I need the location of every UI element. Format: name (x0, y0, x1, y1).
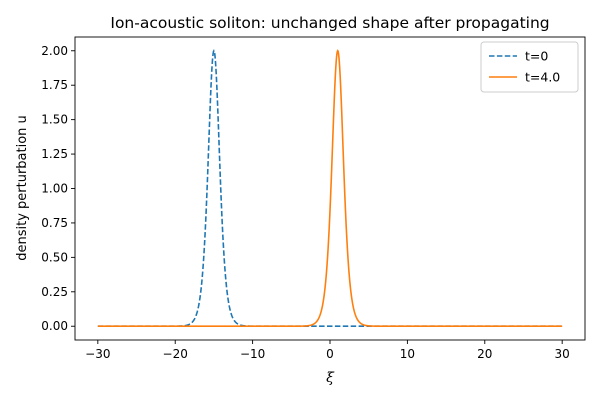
x-tick-label: 0 (326, 347, 334, 361)
series-line-1 (97, 49, 563, 328)
y-tick-label: 1.75 (41, 78, 68, 92)
x-axis-label: ξ (326, 370, 335, 386)
series-line-2 (97, 49, 563, 328)
y-tick-label: 0.50 (41, 250, 68, 264)
y-tick-label: 0.25 (41, 285, 68, 299)
x-tick-label: 20 (477, 347, 492, 361)
x-tick-label: 30 (555, 347, 570, 361)
x-tick-label: 10 (400, 347, 415, 361)
y-tick-label: 0.00 (41, 319, 68, 333)
y-tick-label: 1.00 (41, 182, 68, 196)
y-tick-label: 0.75 (41, 216, 68, 230)
y-tick-label: 1.25 (41, 147, 68, 161)
y-axis-label: density perturbation u (15, 115, 30, 261)
chart-title: Ion-acoustic soliton: unchanged shape af… (110, 14, 549, 32)
y-tick-label: 1.50 (41, 113, 68, 127)
x-tick-label: −30 (85, 347, 110, 361)
plot-area: −30 −20 −10 0 10 20 30 0.00 0.25 0.50 0.75 1.00 1.25… (41, 36, 586, 361)
legend-box (480, 41, 579, 93)
x-tick-label: −10 (240, 347, 265, 361)
legend-label: t=0 (525, 49, 548, 64)
legend: t=0 t=4.0 (480, 41, 579, 93)
x-tick-label: −20 (163, 347, 188, 361)
y-tick-label: 2.00 (41, 44, 68, 58)
legend-label: t=4.0 (525, 70, 560, 85)
